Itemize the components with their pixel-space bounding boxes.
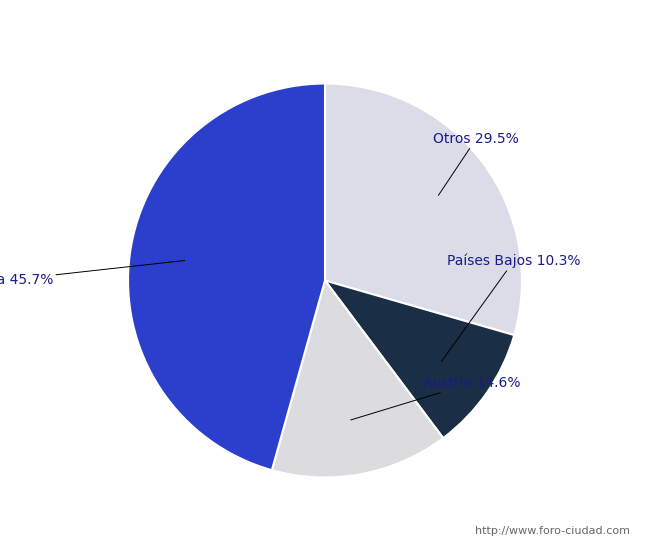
Wedge shape (128, 84, 325, 470)
Text: Otros 29.5%: Otros 29.5% (434, 131, 519, 195)
Wedge shape (325, 84, 522, 335)
Wedge shape (325, 280, 514, 438)
Wedge shape (272, 280, 443, 477)
Text: Santa Pau - Turistas extranjeros según país - Abril de 2024: Santa Pau - Turistas extranjeros según p… (70, 12, 580, 30)
Text: Austria 14.6%: Austria 14.6% (351, 376, 521, 420)
Text: Países Bajos 10.3%: Países Bajos 10.3% (441, 254, 580, 361)
Text: Francia 45.7%: Francia 45.7% (0, 261, 185, 288)
Text: http://www.foro-ciudad.com: http://www.foro-ciudad.com (476, 526, 630, 536)
